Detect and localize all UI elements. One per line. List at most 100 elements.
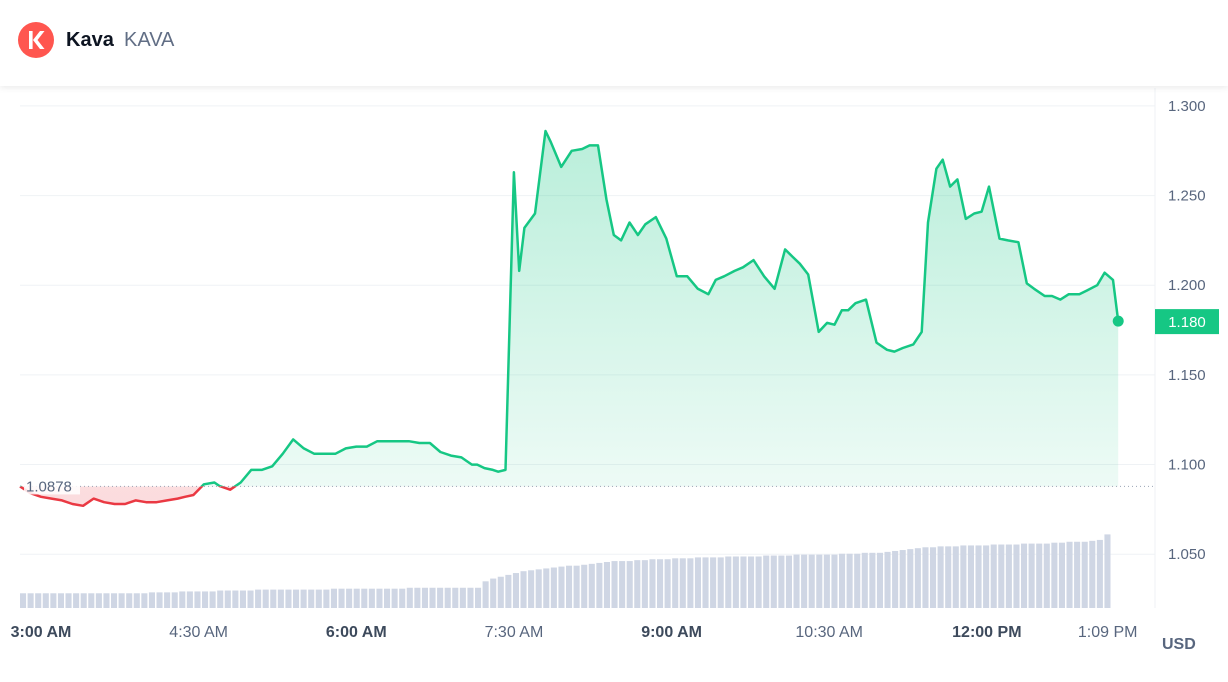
volume-bar bbox=[247, 590, 254, 608]
volume-bar bbox=[543, 568, 550, 608]
volume-bar bbox=[88, 593, 95, 608]
price-line bbox=[19, 129, 1120, 508]
volume-bar bbox=[566, 565, 573, 608]
volume-bar bbox=[80, 593, 87, 608]
volume-bar bbox=[854, 553, 861, 608]
volume-bar bbox=[270, 589, 277, 608]
volume-bar bbox=[770, 555, 777, 608]
volume-bar bbox=[1074, 541, 1081, 608]
volume-bar bbox=[171, 592, 178, 608]
volume-bar bbox=[945, 546, 952, 608]
base-price-label: 1.0878 bbox=[26, 478, 72, 495]
x-tick-label: 1:09 PM bbox=[1078, 624, 1138, 641]
volume-bar bbox=[748, 556, 755, 608]
volume-bar bbox=[603, 562, 610, 608]
coin-symbol: KAVA bbox=[124, 29, 175, 51]
volume-bar bbox=[952, 546, 959, 608]
volume-bar bbox=[831, 554, 838, 608]
volume-bar bbox=[141, 593, 148, 608]
currency-label: USD bbox=[1162, 636, 1196, 653]
price-area-up bbox=[20, 131, 1119, 487]
volume-bar bbox=[535, 569, 542, 608]
volume-bar bbox=[823, 554, 830, 608]
volume-bar bbox=[687, 558, 694, 608]
volume-bar bbox=[588, 563, 595, 608]
volume-bar bbox=[869, 552, 876, 608]
volume-bar bbox=[816, 554, 823, 608]
volume-bar bbox=[330, 588, 337, 608]
volume-bar bbox=[649, 559, 656, 608]
last-price-label: 1.180 bbox=[1168, 314, 1206, 331]
volume-bar bbox=[1036, 543, 1043, 608]
volume-bar bbox=[406, 587, 413, 608]
x-axis: 3:00 AM 4:30 AM 6:00 AM 7:30 AM 9:00 AM 10:30… bbox=[11, 624, 1138, 641]
volume-bar bbox=[801, 554, 808, 608]
volume-bar bbox=[983, 545, 990, 608]
y-tick-label: 1.100 bbox=[1168, 457, 1206, 474]
volume-bar bbox=[437, 587, 444, 608]
volume-bar bbox=[1058, 542, 1065, 608]
volume-bar bbox=[1096, 539, 1103, 608]
volume-bar bbox=[346, 588, 353, 608]
volume-bar bbox=[740, 556, 747, 608]
coin-header: Kava KAVA bbox=[0, 0, 1228, 86]
volume-bar bbox=[899, 550, 906, 608]
last-price-dot bbox=[1112, 315, 1124, 327]
volume-bar bbox=[57, 593, 64, 608]
volume-bar bbox=[1005, 544, 1012, 608]
volume-bar bbox=[710, 557, 717, 608]
coin-name: Kava bbox=[66, 29, 114, 51]
y-tick-label: 1.250 bbox=[1168, 188, 1206, 205]
volume-bar bbox=[384, 588, 391, 608]
volume-bar bbox=[338, 588, 345, 608]
volume-bar bbox=[725, 556, 732, 608]
volume-bar bbox=[293, 589, 300, 608]
volume-bar bbox=[399, 588, 406, 608]
volume-bar bbox=[217, 590, 224, 608]
last-price-marker: 1.180 bbox=[1112, 309, 1219, 335]
x-tick-label: 9:00 AM bbox=[641, 624, 702, 641]
volume-bar bbox=[679, 558, 686, 608]
volume-bar bbox=[846, 553, 853, 608]
volume-bar bbox=[1081, 541, 1088, 608]
volume-bar bbox=[1043, 543, 1050, 608]
volume-bar bbox=[528, 570, 535, 608]
volume-bar bbox=[361, 588, 368, 608]
volume-bar bbox=[596, 562, 603, 608]
volume-bar bbox=[505, 574, 512, 608]
volume-bar bbox=[785, 555, 792, 608]
volume-bars bbox=[20, 534, 1111, 608]
volume-bar bbox=[452, 587, 459, 608]
volume-bar bbox=[95, 593, 102, 608]
price-area bbox=[20, 131, 1119, 506]
volume-bar bbox=[65, 593, 72, 608]
volume-bar bbox=[414, 587, 421, 608]
volume-bar bbox=[937, 546, 944, 608]
volume-bar bbox=[315, 589, 322, 608]
volume-bar bbox=[1051, 542, 1058, 608]
y-tick-label: 1.150 bbox=[1168, 367, 1206, 384]
volume-bar bbox=[778, 555, 785, 608]
x-tick-label: 3:00 AM bbox=[11, 624, 72, 641]
volume-bar bbox=[634, 560, 641, 608]
volume-bar bbox=[224, 590, 231, 608]
volume-bar bbox=[914, 548, 921, 608]
volume-bar bbox=[133, 593, 140, 608]
volume-bar bbox=[255, 589, 262, 608]
volume-bar bbox=[467, 587, 474, 608]
base-price-line: 1.0878 bbox=[20, 476, 1155, 495]
volume-bar bbox=[308, 589, 315, 608]
volume-bar bbox=[550, 567, 557, 608]
volume-bar bbox=[73, 593, 80, 608]
volume-bar bbox=[209, 591, 216, 608]
volume-bar bbox=[619, 561, 626, 608]
volume-bar bbox=[611, 561, 618, 608]
volume-bar bbox=[148, 592, 155, 608]
volume-bar bbox=[239, 590, 246, 608]
volume-bar bbox=[732, 556, 739, 608]
volume-bar bbox=[657, 559, 664, 608]
price-line-down bbox=[19, 486, 238, 508]
volume-bar bbox=[641, 560, 648, 608]
volume-bar bbox=[497, 576, 504, 608]
